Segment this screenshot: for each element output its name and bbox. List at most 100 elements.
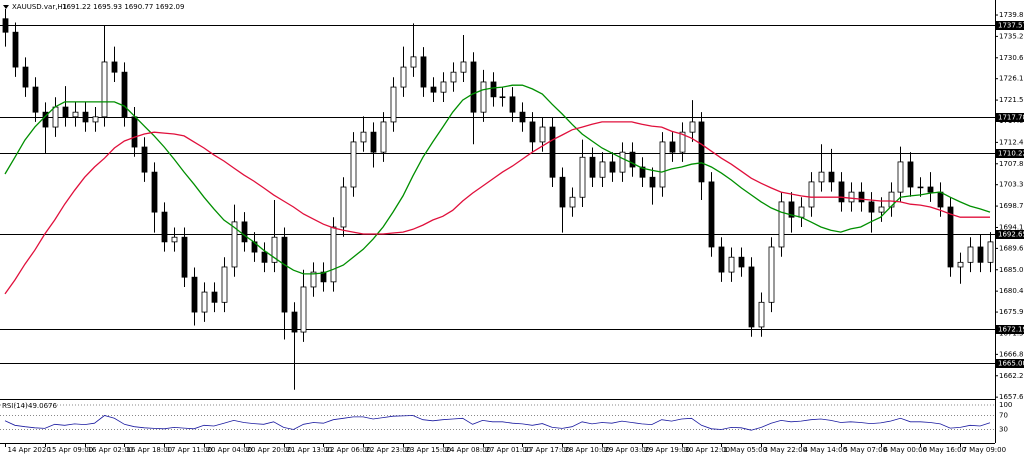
candle-body xyxy=(201,291,208,313)
candle-body xyxy=(848,191,855,203)
y-tick-label: 1735.20 xyxy=(999,32,1024,40)
candle-body xyxy=(72,111,79,118)
x-tick-label: 22 Apr 23:00 xyxy=(366,446,412,454)
x-tick-label: 20 Apr 04:00 xyxy=(207,446,253,454)
candle-body xyxy=(529,121,536,143)
candle-body xyxy=(141,146,148,173)
y-tick-label: 1689.60 xyxy=(999,244,1024,252)
level-label-box xyxy=(996,149,1024,158)
level-label: 1717.78 xyxy=(998,114,1024,122)
candle-body xyxy=(698,121,705,183)
candle-body xyxy=(917,186,924,189)
candle-body xyxy=(509,96,516,113)
level-label-box xyxy=(996,359,1024,368)
candle-body xyxy=(718,246,725,273)
candle-body xyxy=(370,131,377,153)
x-tick-label: 27 Apr 17:00 xyxy=(525,446,571,454)
candle-body xyxy=(430,86,437,93)
candle-body xyxy=(420,56,427,88)
candle-body xyxy=(231,221,238,268)
candle-body xyxy=(92,116,99,123)
y-tick-label: 1730.60 xyxy=(999,54,1024,62)
candle-body xyxy=(937,191,944,208)
x-tick-label: 16 Apr 18:00 xyxy=(127,446,173,454)
level-label: 1665.00 xyxy=(998,360,1024,368)
candle-body xyxy=(629,151,636,168)
candle-body xyxy=(897,161,904,193)
candle-body xyxy=(480,81,487,113)
candle-body xyxy=(241,221,248,243)
candle-body xyxy=(350,141,357,188)
x-tick-label: 21 Apr 13:00 xyxy=(287,446,333,454)
candle-body xyxy=(310,271,317,288)
level-label-box xyxy=(996,113,1024,122)
candle-body xyxy=(569,196,576,208)
candle-body xyxy=(131,116,138,148)
y-tick-label: 1666.80 xyxy=(999,350,1024,358)
candle-body xyxy=(818,171,825,183)
rsi-tick-label: 70 xyxy=(999,412,1008,420)
candle-body xyxy=(748,266,755,328)
y-tick-label: 1698.70 xyxy=(999,202,1024,210)
x-tick-label: 14 Apr 2020 xyxy=(8,446,51,454)
candle-body xyxy=(52,106,59,128)
x-tick-label: 6 May 00:00 xyxy=(884,446,928,454)
x-tick-label: 28 Apr 10:00 xyxy=(565,446,611,454)
candle-body xyxy=(599,161,606,178)
rsi-tick-label: 30 xyxy=(999,426,1008,434)
candle-body xyxy=(291,311,298,333)
candle-body xyxy=(340,186,347,228)
x-tick-label: 24 Apr 08:00 xyxy=(446,446,492,454)
y-tick-label: 1694.10 xyxy=(999,223,1024,231)
candle-body xyxy=(161,211,168,243)
candle-body xyxy=(549,126,556,178)
candle-body xyxy=(738,256,745,268)
candle-body xyxy=(111,61,118,73)
menu-triangle xyxy=(3,5,9,9)
candle-body xyxy=(679,131,686,153)
candle-body xyxy=(32,86,39,113)
candle-body xyxy=(858,191,865,203)
candle-body xyxy=(101,61,108,118)
candle-body xyxy=(191,276,198,313)
level-label-box xyxy=(996,21,1024,30)
x-tick-label: 15 Apr 09:00 xyxy=(48,446,94,454)
x-tick-label: 6 May 16:00 xyxy=(923,446,967,454)
candle-body xyxy=(2,18,9,33)
x-tick-label: 30 Apr 12:00 xyxy=(685,446,731,454)
candle-body xyxy=(868,201,875,213)
candle-body xyxy=(788,201,795,218)
y-tick-label: 1712.40 xyxy=(999,138,1024,146)
candle-body xyxy=(798,206,805,218)
candle-body xyxy=(957,261,964,268)
candle-body xyxy=(609,161,616,173)
x-tick-label: 4 May 14:00 xyxy=(804,446,848,454)
candle-body xyxy=(808,181,815,208)
candle-body xyxy=(320,271,327,283)
candle-body xyxy=(221,266,228,303)
x-tick-label: 27 Apr 01:00 xyxy=(486,446,532,454)
rsi-value: 49.0676 xyxy=(28,402,57,410)
level-label-box xyxy=(996,325,1024,334)
x-tick-label: 17 Apr 11:00 xyxy=(167,446,213,454)
x-tick-label: 22 Apr 06:00 xyxy=(326,446,372,454)
candle-body xyxy=(271,236,278,263)
candle-body xyxy=(778,201,785,248)
candle-body xyxy=(539,126,546,143)
candle-body xyxy=(838,181,845,203)
y-tick-label: 1662.20 xyxy=(999,372,1024,380)
candle-body xyxy=(380,121,387,153)
candle-body xyxy=(450,71,457,83)
candle-body xyxy=(42,111,49,128)
candle-body xyxy=(828,171,835,183)
moving-average-line xyxy=(4,84,991,275)
candle-body xyxy=(121,71,128,118)
level-label: 1692.65 xyxy=(998,231,1024,239)
rsi-label: RSI(14) xyxy=(2,402,28,410)
level-label: 1737.57 xyxy=(998,22,1024,30)
y-tick-label: 1685.00 xyxy=(999,266,1024,274)
candle-body xyxy=(878,206,885,213)
candle-body xyxy=(261,251,268,263)
candle-body xyxy=(768,246,775,303)
